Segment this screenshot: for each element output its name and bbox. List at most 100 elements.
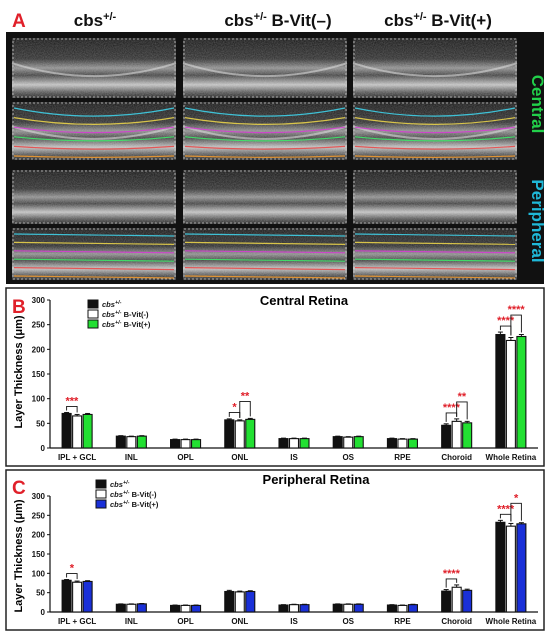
segmentation-boundary-line — [13, 250, 175, 254]
bar — [191, 439, 202, 449]
bar — [441, 424, 452, 449]
x-tick-label: IS — [290, 453, 298, 462]
oct-image-grid — [11, 38, 518, 280]
significance-bracket — [445, 578, 458, 588]
column-header-2: cbs+/- B-Vit(–) — [224, 11, 331, 30]
significance-marker: * — [514, 492, 519, 504]
segmentation-boundary-line — [354, 267, 516, 271]
segmentation-boundary-line — [13, 241, 175, 245]
y-tick-label: 250 — [32, 511, 46, 520]
bar — [353, 436, 364, 449]
oct-scan-peripheral-segmented-1 — [12, 228, 176, 280]
bar — [191, 604, 202, 613]
bar — [462, 422, 473, 449]
panel-a-letter: A — [12, 11, 26, 32]
oct-scan-speckle — [353, 228, 517, 280]
oct-scan-dashed-border — [12, 38, 176, 98]
panel-c-chart: C Peripheral Retina Layer Thickness (μm)… — [5, 469, 545, 631]
x-tick-label: Whole Retina — [486, 617, 537, 626]
bar — [386, 604, 397, 613]
segmentation-boundary-line — [354, 145, 516, 150]
significance-bracket — [510, 502, 522, 522]
panel-b-letter: B — [12, 297, 26, 318]
bar — [397, 604, 408, 613]
y-tick-label: 300 — [32, 296, 46, 305]
x-tick-label: Choroid — [441, 453, 472, 462]
bar — [234, 591, 245, 613]
legend-swatch — [95, 499, 107, 509]
segmentation-boundary-line — [13, 107, 175, 117]
segmentation-boundary-line — [354, 136, 516, 142]
x-tick-label: ONL — [231, 617, 248, 626]
legend-label: cbs+/- — [102, 300, 122, 309]
bar — [126, 603, 137, 613]
x-tick-label: OPL — [177, 453, 194, 462]
segmentation-boundary-line — [354, 126, 516, 134]
bar — [407, 604, 418, 613]
oct-scan-dashed-border — [353, 170, 517, 224]
column-headers: cbs+/- cbs+/- B-Vit(–) cbs+/- B-Vit(+) — [74, 11, 492, 30]
oct-scan-speckle — [353, 102, 517, 160]
foveal-pit-contour — [352, 125, 518, 140]
legend-label: cbs+/- B-Vit(-) — [102, 310, 149, 319]
oct-scan-dashed-border — [12, 170, 176, 224]
oct-scan-dashed-border — [183, 102, 347, 160]
bar — [462, 589, 473, 613]
bar — [441, 590, 452, 613]
y-tick-label: 0 — [41, 608, 46, 617]
segmentation-boundary-line — [13, 258, 175, 262]
bar — [495, 333, 506, 449]
x-tick-label: Choroid — [441, 617, 472, 626]
segmentation-boundary-line — [184, 155, 346, 158]
significance-marker: *** — [65, 395, 79, 407]
y-tick-label: 150 — [32, 370, 46, 379]
oct-scan-speckle — [183, 38, 347, 98]
oct-scan-dashed-border — [353, 228, 517, 280]
significance-marker: **** — [508, 304, 526, 316]
significance-bracket — [510, 314, 522, 336]
legend-swatch — [87, 299, 99, 309]
foveal-pit-contour — [182, 62, 348, 78]
significance-marker: **** — [443, 402, 461, 414]
x-tick-label: RPE — [394, 617, 411, 626]
significance-marker: * — [232, 401, 237, 413]
oct-scan-dashed-border — [353, 102, 517, 160]
x-tick-label: Whole Retina — [486, 453, 537, 462]
segmentation-boundary-line — [13, 267, 175, 271]
oct-scan-speckle — [353, 170, 517, 224]
y-tick-label: 250 — [32, 321, 46, 330]
bar — [495, 521, 506, 613]
bar — [343, 603, 354, 613]
segmentation-boundary-line — [184, 241, 346, 245]
bar — [115, 435, 126, 449]
significance-bracket — [66, 573, 78, 580]
segmentation-boundary-line — [354, 275, 516, 279]
oct-scan-dashed-border — [183, 170, 347, 224]
bar — [115, 603, 126, 613]
panel-a-oct-images: A cbs+/- cbs+/- B-Vit(–) cbs+/- B-Vit(+) C… — [6, 6, 547, 284]
panel-c-plot-area: 0 50 100 150 200 250 300 IPL + GCL INL OPL ONL IS OS… — [32, 479, 538, 626]
legend: cbs+/-cbs+/- B-Vit(-)cbs+/- B-Vit(+) — [87, 299, 151, 329]
oct-scan-speckle — [12, 170, 176, 224]
panel-a-header-strip — [6, 6, 544, 32]
segmentation-boundary-line — [13, 155, 175, 158]
segmentation-boundary-line — [354, 117, 516, 125]
segmentation-boundary-line — [13, 145, 175, 150]
segmentation-boundary-line — [184, 267, 346, 271]
bar — [234, 420, 245, 449]
foveal-pit-contour — [11, 62, 177, 78]
x-tick-label: IPL + GCL — [58, 453, 96, 462]
bar — [516, 523, 527, 613]
bar — [136, 435, 147, 449]
x-tick-label: IPL + GCL — [58, 617, 96, 626]
significance-bracket — [239, 400, 251, 418]
y-tick-label: 150 — [32, 550, 46, 559]
bar — [386, 438, 397, 449]
x-tick-label: OS — [342, 453, 354, 462]
significance-bracket — [66, 406, 78, 413]
segmentation-boundary-line — [354, 155, 516, 158]
column-header-3: cbs+/- B-Vit(+) — [384, 11, 492, 30]
bar — [516, 335, 527, 449]
x-tick-label: OS — [342, 617, 354, 626]
oct-scan-speckle — [183, 170, 347, 224]
